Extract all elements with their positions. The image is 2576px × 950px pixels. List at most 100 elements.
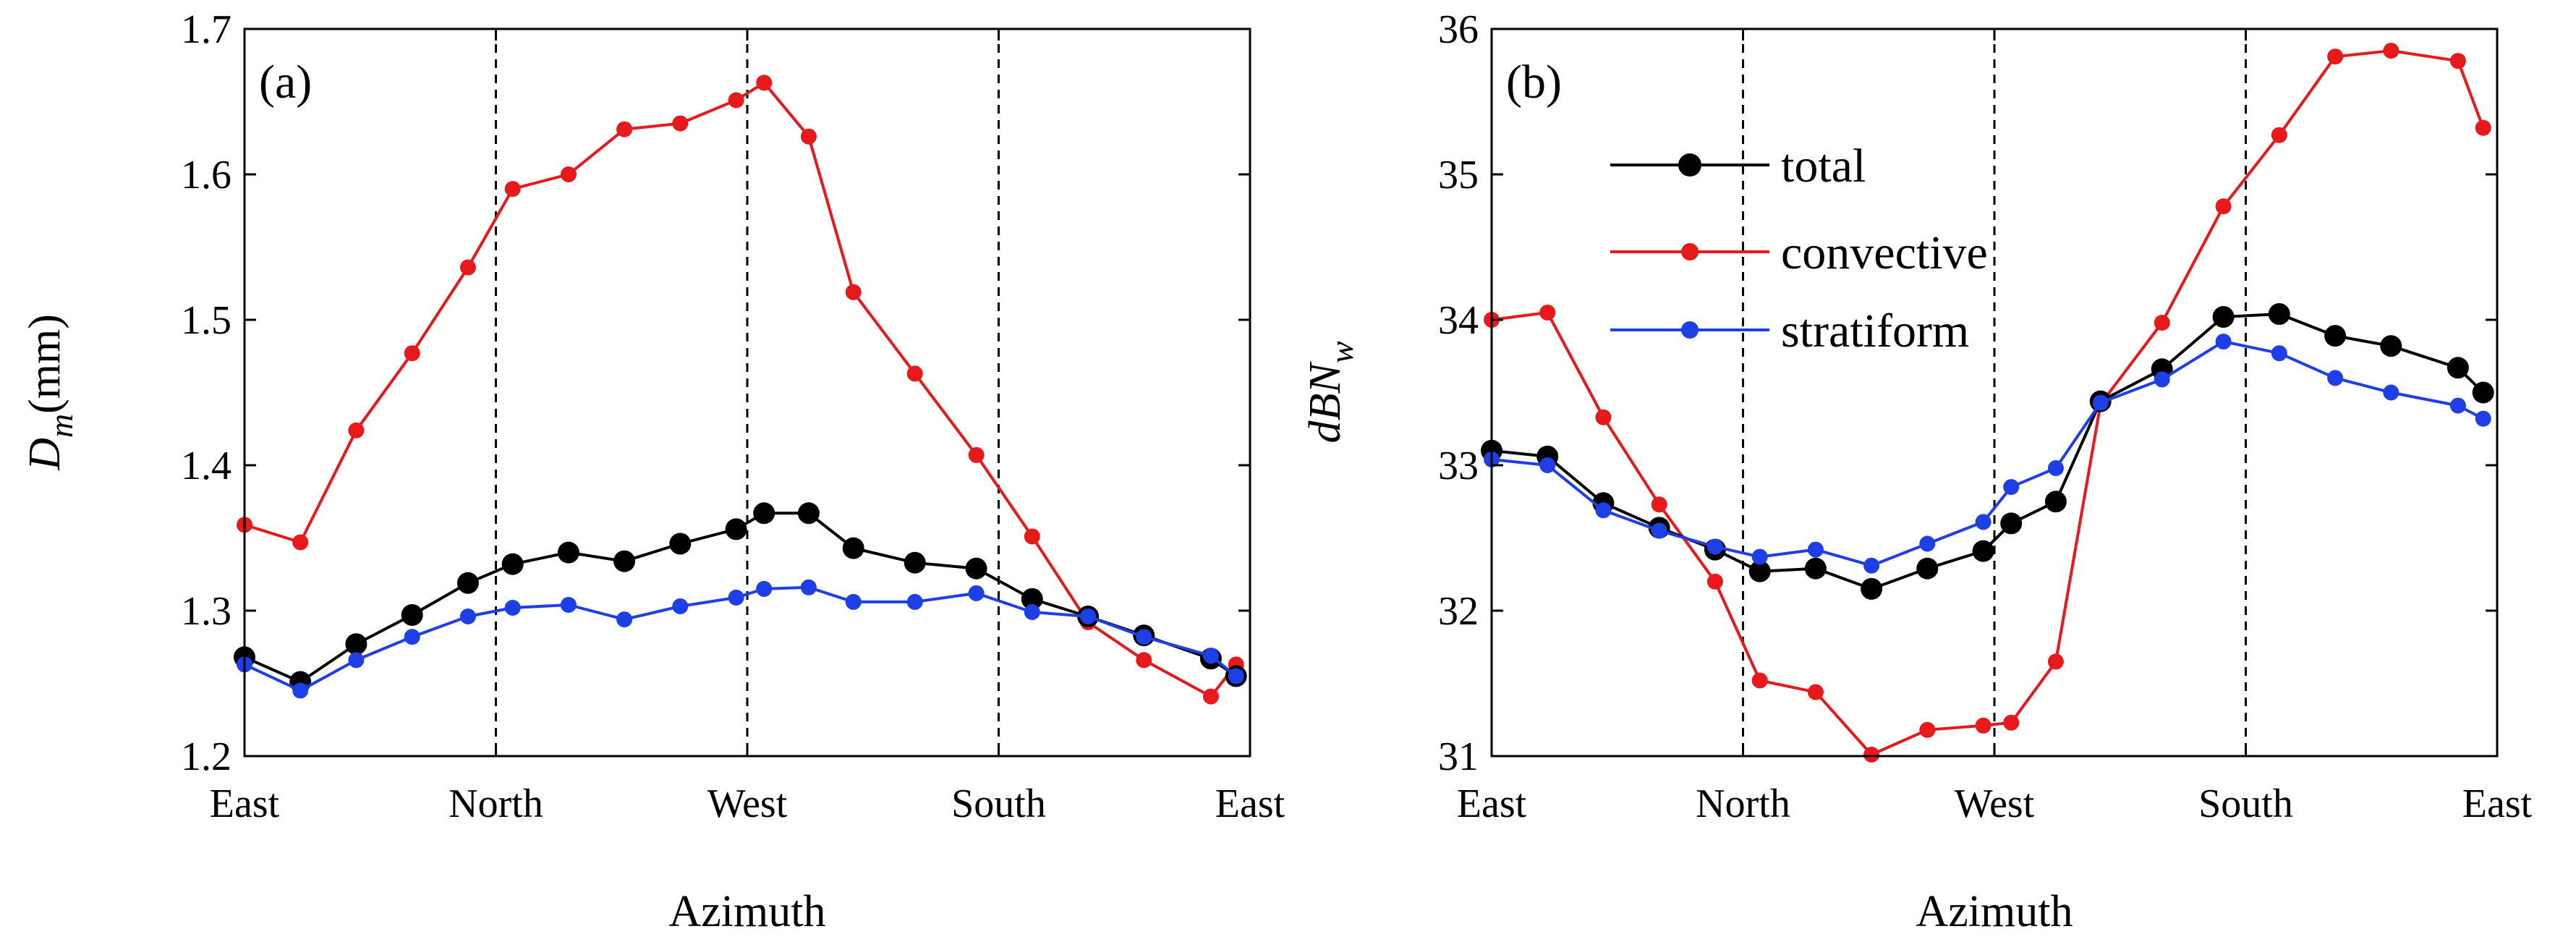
y-tick-label: 33 xyxy=(1438,444,1479,488)
legend-label-total: total xyxy=(1781,140,1866,192)
data-point-stratiform xyxy=(1136,629,1152,645)
panel-a-x-ticks: East North West South East xyxy=(210,29,1285,826)
data-point-convective xyxy=(1136,652,1152,669)
y-tick-label: 1.4 xyxy=(181,444,231,488)
data-point-convective xyxy=(968,446,985,463)
data-point-convective xyxy=(560,166,577,182)
x-tick-label: East xyxy=(1457,781,1527,826)
data-point-convective xyxy=(1975,717,1991,734)
data-point-total xyxy=(2212,306,2235,328)
data-point-stratiform xyxy=(404,629,420,645)
y-tick-label: 1.2 xyxy=(181,734,231,779)
panel-b-dashed-lines xyxy=(1742,29,2247,756)
x-tick-label: East xyxy=(2462,781,2533,826)
panel-b-series xyxy=(1481,43,2494,763)
x-tick-label: East xyxy=(1215,781,1285,826)
data-point-convective xyxy=(728,92,744,109)
series-line-convective xyxy=(244,81,1238,698)
data-point-stratiform xyxy=(2047,460,2064,476)
panel-a-series xyxy=(234,75,1247,705)
data-point-convective xyxy=(1651,496,1667,513)
data-point-convective xyxy=(1539,305,1556,321)
panel-a-ylabel-sub: m xyxy=(43,414,80,438)
data-point-convective xyxy=(1863,747,1880,763)
panel-a-x-axis-label: Azimuth xyxy=(669,887,826,936)
data-point-stratiform xyxy=(560,597,577,613)
data-point-stratiform xyxy=(2003,479,2020,496)
data-point-convective xyxy=(845,284,862,300)
data-point-total xyxy=(557,541,579,564)
data-point-stratiform xyxy=(672,598,689,614)
data-point-stratiform xyxy=(1228,668,1244,684)
y-tick-label: 36 xyxy=(1438,7,1479,52)
data-point-stratiform xyxy=(845,593,862,610)
data-point-stratiform xyxy=(1024,604,1040,620)
data-point-convective xyxy=(2383,43,2399,59)
data-point-total xyxy=(797,502,820,525)
y-tick-label: 1.3 xyxy=(181,589,231,634)
data-point-convective xyxy=(1706,573,1723,590)
legend-entry-stratiform: stratiform xyxy=(1610,305,1969,357)
data-point-total xyxy=(904,551,926,574)
data-point-stratiform xyxy=(1202,648,1219,664)
x-tick-label: West xyxy=(1955,781,2035,826)
x-tick-label: North xyxy=(1696,781,1790,826)
data-point-convective xyxy=(459,259,476,276)
data-point-convective xyxy=(906,365,923,382)
data-point-stratiform xyxy=(1706,538,1723,555)
data-point-stratiform xyxy=(2271,345,2287,362)
data-point-total xyxy=(345,633,367,656)
y-tick-label: 1.6 xyxy=(181,153,231,198)
y-tick-label: 1.5 xyxy=(181,298,231,343)
panel-b-legend: total convective stratiform xyxy=(1610,140,1988,357)
data-point-stratiform xyxy=(1751,548,1768,565)
data-point-convective xyxy=(1919,721,1936,738)
data-point-stratiform xyxy=(616,611,633,628)
legend-label-convective: convective xyxy=(1781,226,1988,279)
data-point-convective xyxy=(2475,119,2491,136)
data-point-stratiform xyxy=(1975,514,1991,530)
data-point-convective xyxy=(1202,688,1219,705)
panel-b-y-axis-label: dBNw xyxy=(1301,341,1360,443)
data-point-stratiform xyxy=(1539,457,1556,473)
data-point-total xyxy=(842,537,864,559)
data-point-convective xyxy=(2215,198,2232,215)
data-point-total xyxy=(2472,381,2494,404)
data-point-convective xyxy=(292,534,309,551)
data-point-stratiform xyxy=(2092,394,2109,411)
data-point-convective xyxy=(672,115,689,132)
data-point-stratiform xyxy=(504,600,521,616)
data-point-total xyxy=(753,502,775,525)
data-point-convective xyxy=(2154,315,2170,331)
data-point-stratiform xyxy=(292,682,309,699)
data-point-total xyxy=(2324,325,2347,347)
data-point-convective xyxy=(616,121,633,137)
legend-marker-convective xyxy=(1681,243,1699,260)
data-point-stratiform xyxy=(800,579,817,595)
data-point-convective xyxy=(1751,672,1768,689)
x-tick-label: South xyxy=(951,781,1046,826)
series-line-stratiform xyxy=(1491,340,2484,567)
data-point-stratiform xyxy=(1807,541,1824,558)
data-point-total xyxy=(669,533,692,555)
data-point-stratiform xyxy=(2215,334,2232,350)
legend-entry-total: total xyxy=(1610,140,1866,192)
data-point-stratiform xyxy=(1595,502,1612,519)
panel-b-label: (b) xyxy=(1506,56,1562,109)
x-tick-label: South xyxy=(2198,781,2293,826)
legend-marker-total xyxy=(1678,153,1701,177)
data-point-convective xyxy=(348,422,365,438)
svg-text:Dm(mm): Dm(mm) xyxy=(20,314,80,471)
data-point-stratiform xyxy=(348,652,365,669)
y-tick-label: 32 xyxy=(1438,589,1479,634)
legend-marker-stratiform xyxy=(1681,321,1699,339)
data-point-total xyxy=(1861,577,1883,600)
data-point-total xyxy=(1021,588,1043,610)
data-point-stratiform xyxy=(2154,371,2170,388)
data-point-total xyxy=(2268,303,2290,325)
data-point-convective xyxy=(2047,653,2064,670)
panel-a-y-ticks: 1.2 1.3 1.4 1.5 1.6 1.7 xyxy=(181,7,1250,779)
panel-a-y-axis-label: Dm(mm) xyxy=(20,314,80,471)
panel-a-ylabel-unit: (mm) xyxy=(20,314,69,414)
panel-b-ylabel-sub: w xyxy=(1323,341,1360,363)
